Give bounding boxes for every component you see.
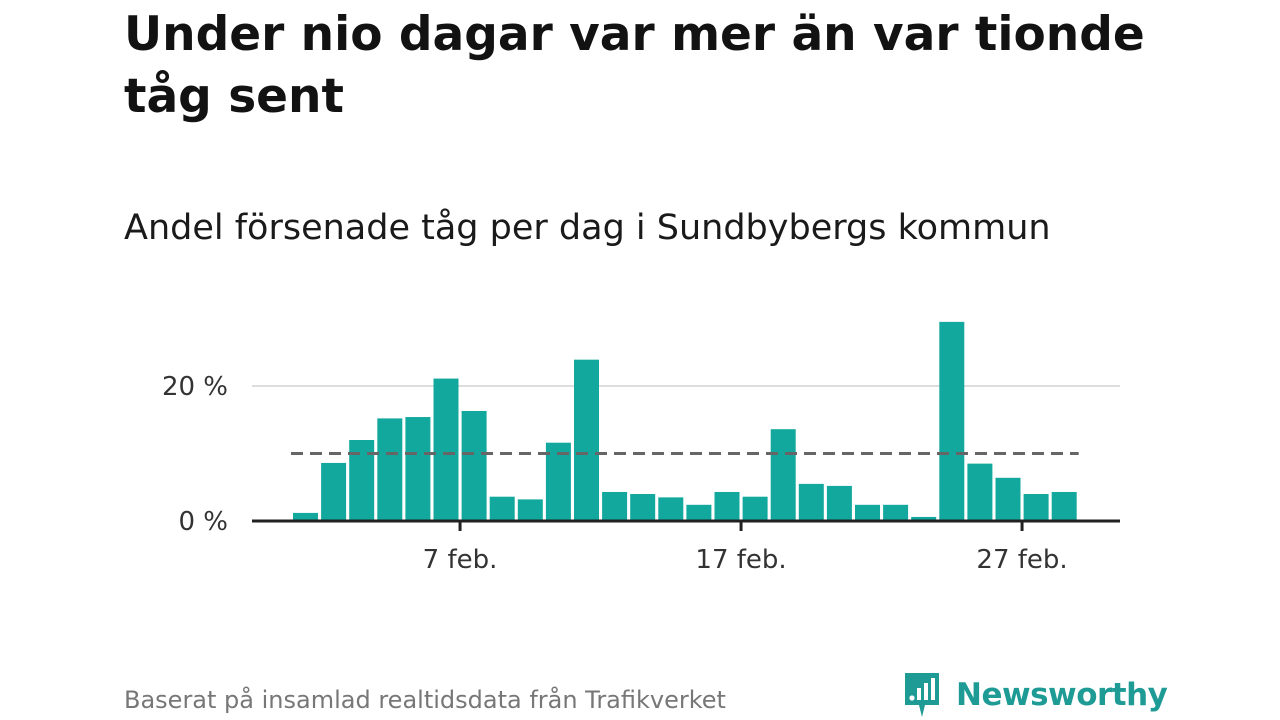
x-tick-label: 27 feb. — [976, 545, 1067, 575]
bar: 4 feb.: 15.2 % — [377, 418, 403, 521]
bar: 11 feb.: 23.9 % — [574, 359, 599, 521]
bar: 12 feb.: 4.3 % — [602, 491, 628, 521]
bar: 19 feb.: 5.5 % — [798, 483, 824, 521]
source-note: Baserat på insamlad realtidsdata från Tr… — [124, 686, 726, 714]
chart-subtitle: Andel försenade tåg per dag i Sundbyberg… — [124, 208, 1051, 248]
bar: 1 feb.: 1.2 % — [293, 512, 318, 521]
bar: 17 feb.: 3.6 % — [742, 496, 768, 521]
x-tick-label: 17 feb. — [695, 545, 786, 575]
x-tick-label: 7 feb. — [423, 545, 498, 575]
bar-chart: 1 feb.: 1.2 %2 feb.: 8.6 %3 feb.: 12 %4 … — [162, 321, 1120, 575]
bar: 20 feb.: 5.2 % — [826, 485, 852, 521]
bar: 23 feb.: 0.6 % — [911, 516, 937, 521]
chart-title: Under nio dagar var mer än var tionde tå… — [124, 7, 1145, 124]
bar: 25 feb.: 8.5 % — [967, 463, 993, 521]
bar: 6 feb.: 21.1 % — [433, 378, 459, 521]
bar: 13 feb.: 4 % — [630, 494, 656, 521]
bar: 10 feb.: 11.6 % — [545, 442, 571, 521]
x-tick-labels: 7 feb. 17 feb. 27 feb. — [423, 521, 1068, 575]
bar: 22 feb.: 2.4 % — [883, 504, 909, 521]
bar: 8 feb.: 3.6 % — [489, 496, 515, 521]
bar: 28 feb.: 4.3 % — [1051, 491, 1077, 521]
bar: 26 feb.: 6.4 % — [995, 477, 1021, 521]
bar: 21 feb.: 2.4 % — [855, 504, 880, 521]
brand-logo[interactable]: Newsworthy — [902, 670, 1168, 720]
bar: 5 feb.: 15.4 % — [405, 417, 431, 521]
bars: 1 feb.: 1.2 %2 feb.: 8.6 %3 feb.: 12 %4 … — [293, 321, 1077, 521]
newsworthy-logo-icon — [905, 673, 939, 717]
y-tick-labels: 0 % 20 % — [162, 372, 228, 537]
y-tick-label: 0 % — [178, 507, 228, 537]
bar: 9 feb.: 3.2 % — [517, 499, 543, 521]
bar: 14 feb.: 3.5 % — [658, 497, 684, 521]
bar: 18 feb.: 13.6 % — [770, 429, 796, 521]
y-tick-label: 20 % — [162, 372, 228, 402]
bar: 7 feb.: 16.3 % — [461, 410, 487, 521]
bar: 15 feb.: 2.4 % — [686, 504, 712, 521]
bar: 16 feb.: 4.3 % — [714, 491, 740, 521]
bar: 2 feb.: 8.6 % — [321, 462, 347, 521]
brand-name: Newsworthy — [956, 677, 1168, 713]
bar: 27 feb.: 4 % — [1023, 494, 1049, 521]
bar: 24 feb.: 29.5 % — [939, 321, 965, 521]
